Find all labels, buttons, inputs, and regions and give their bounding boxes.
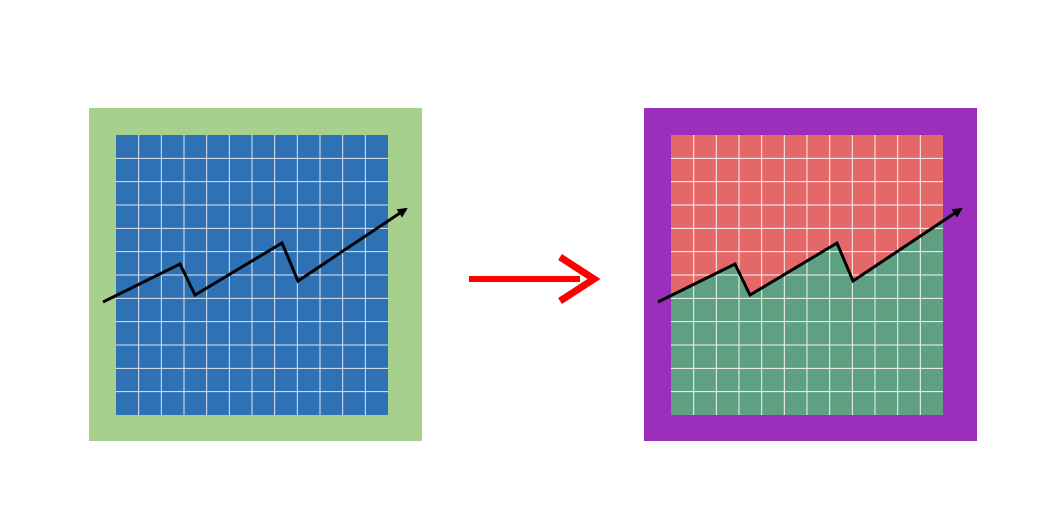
before-grid (116, 135, 388, 415)
after-chart-panel (644, 108, 977, 441)
after-trend-arrow (657, 207, 963, 304)
before-trend-arrow (102, 207, 408, 304)
before-chart-panel (89, 108, 422, 441)
transform-arrow (469, 254, 601, 304)
transform-arrow-head (558, 254, 601, 304)
